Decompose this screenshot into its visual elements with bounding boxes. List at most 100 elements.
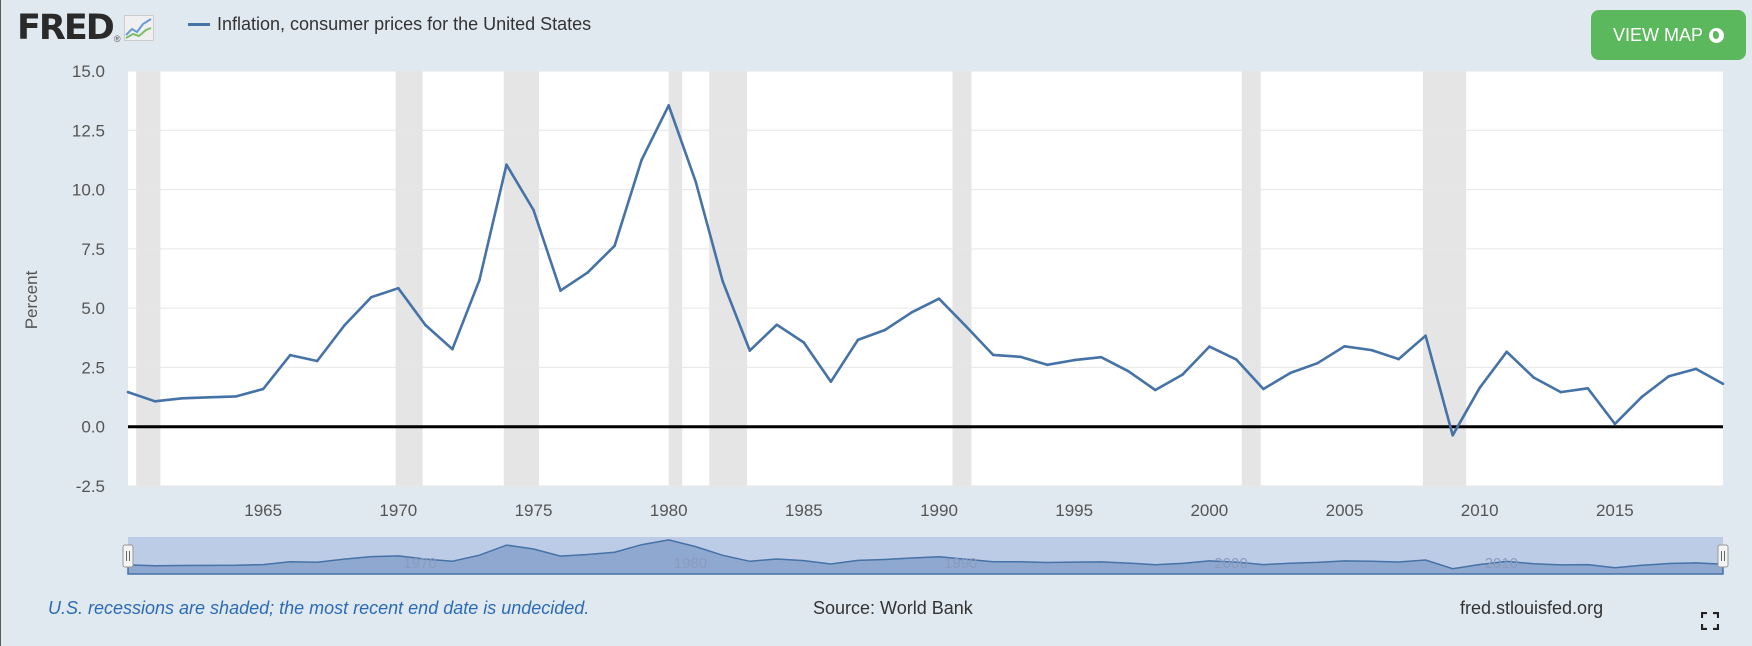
x-tick-label: 1985 bbox=[785, 501, 823, 520]
data-point bbox=[1640, 395, 1644, 399]
x-tick-label: 2005 bbox=[1326, 501, 1364, 520]
data-point bbox=[234, 395, 238, 398]
navigator-label: 1970 bbox=[403, 555, 436, 572]
chart-sparkline-icon bbox=[124, 15, 155, 41]
recession-band bbox=[136, 71, 161, 486]
data-point bbox=[261, 387, 265, 391]
data-point bbox=[586, 271, 589, 274]
y-tick-label: 7.5 bbox=[81, 240, 105, 259]
recession-band bbox=[395, 71, 423, 486]
data-point bbox=[1153, 388, 1157, 392]
fred-url-link[interactable]: fred.stlouisfed.org bbox=[1460, 598, 1604, 618]
data-point bbox=[1208, 345, 1211, 348]
recession-band bbox=[668, 71, 683, 486]
x-tick-label: 1970 bbox=[379, 501, 417, 520]
data-point bbox=[1613, 422, 1617, 426]
navigator-label: 1980 bbox=[674, 555, 707, 572]
data-point bbox=[883, 328, 887, 332]
y-tick-label: 5.0 bbox=[81, 299, 105, 318]
view-map-button[interactable]: VIEW MAP bbox=[1591, 10, 1746, 60]
data-point bbox=[856, 338, 860, 342]
data-point bbox=[1586, 386, 1590, 390]
navigator-handle[interactable] bbox=[122, 544, 134, 568]
data-point bbox=[126, 390, 130, 394]
data-point bbox=[667, 104, 670, 107]
data-point bbox=[424, 323, 427, 327]
chart-legend[interactable]: Inflation, consumer prices for the Unite… bbox=[188, 14, 591, 35]
data-point bbox=[748, 349, 752, 352]
data-point bbox=[1532, 376, 1536, 379]
data-point bbox=[1478, 386, 1481, 390]
x-tick-label: 1975 bbox=[515, 501, 553, 520]
y-tick-label: -2.5 bbox=[76, 477, 105, 496]
data-point bbox=[613, 244, 616, 248]
y-tick-label: 10.0 bbox=[72, 181, 105, 200]
series-line bbox=[127, 104, 1724, 437]
data-point bbox=[1099, 355, 1103, 359]
y-tick-label: 2.5 bbox=[81, 358, 105, 377]
recession-band bbox=[503, 71, 539, 486]
globe-icon bbox=[1709, 27, 1724, 43]
data-point bbox=[1451, 433, 1454, 437]
data-point bbox=[153, 400, 157, 403]
data-point bbox=[1397, 357, 1400, 361]
plot-area bbox=[128, 71, 1723, 486]
recession-band bbox=[709, 71, 748, 486]
navigator-area bbox=[127, 539, 1724, 575]
fullscreen-icon[interactable] bbox=[1701, 612, 1719, 630]
data-point bbox=[559, 289, 562, 292]
legend-label: Inflation, consumer prices for the Unite… bbox=[217, 14, 592, 34]
recession-band bbox=[1241, 71, 1261, 486]
data-point bbox=[180, 396, 184, 400]
data-point bbox=[937, 297, 941, 300]
x-tick-label: 1995 bbox=[1055, 501, 1093, 520]
navigator-label: 2000 bbox=[1214, 555, 1247, 572]
data-point bbox=[1126, 369, 1130, 373]
x-tick-label: 1965 bbox=[244, 501, 282, 520]
data-point bbox=[1505, 350, 1509, 354]
data-point bbox=[1018, 355, 1022, 359]
y-tick-label: 15.0 bbox=[72, 62, 105, 81]
data-point bbox=[288, 353, 292, 357]
view-map-label: VIEW MAP bbox=[1612, 24, 1703, 45]
recession-band bbox=[1422, 71, 1467, 486]
data-point bbox=[802, 341, 806, 344]
data-point bbox=[640, 158, 643, 162]
data-point bbox=[1559, 390, 1563, 394]
navigator-handle[interactable] bbox=[1717, 544, 1729, 568]
navigator-label: 2010 bbox=[1485, 555, 1518, 572]
data-point bbox=[1721, 382, 1725, 386]
data-point bbox=[1262, 387, 1265, 391]
data-point bbox=[1343, 345, 1346, 348]
data-point bbox=[315, 359, 319, 363]
data-point bbox=[397, 286, 400, 290]
x-tick-label: 2015 bbox=[1596, 501, 1634, 520]
data-point bbox=[694, 180, 698, 184]
data-point bbox=[1667, 374, 1671, 378]
logo-registered-mark: ® bbox=[113, 34, 121, 44]
data-point bbox=[451, 347, 454, 351]
navigator-label: 1990 bbox=[944, 555, 977, 572]
data-point bbox=[342, 324, 346, 327]
data-point bbox=[991, 353, 995, 357]
data-point bbox=[1316, 361, 1319, 365]
data-point bbox=[1181, 373, 1184, 377]
source-text: Source: World Bank bbox=[813, 598, 973, 618]
data-point bbox=[478, 278, 481, 282]
data-point bbox=[505, 163, 508, 166]
legend-swatch bbox=[188, 23, 210, 26]
x-tick-label: 1980 bbox=[650, 501, 688, 520]
data-point bbox=[207, 396, 211, 399]
data-point bbox=[532, 208, 535, 212]
y-tick-label: 12.5 bbox=[72, 121, 105, 140]
data-point bbox=[1694, 367, 1698, 371]
data-point bbox=[721, 280, 725, 283]
data-point bbox=[775, 323, 779, 327]
x-tick-label: 1990 bbox=[920, 501, 958, 520]
fred-logo[interactable]: FRED ® bbox=[17, 8, 155, 48]
recession-band bbox=[952, 71, 972, 486]
data-point bbox=[1235, 358, 1238, 361]
data-point bbox=[1424, 334, 1427, 337]
data-point bbox=[1370, 348, 1373, 352]
x-tick-label: 2000 bbox=[1190, 501, 1228, 520]
